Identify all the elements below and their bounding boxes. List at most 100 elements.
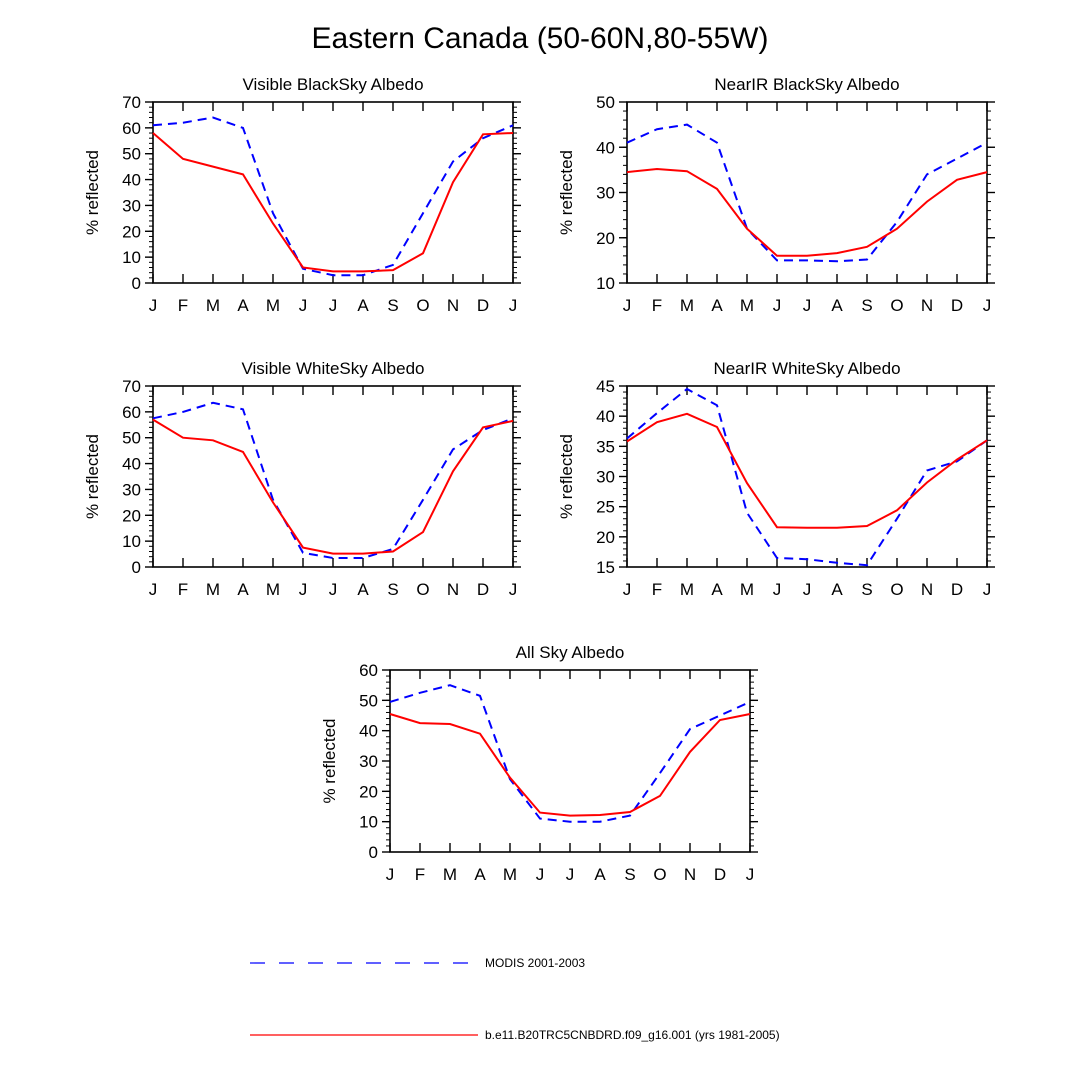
y-tick-label: 20 [122,222,141,241]
y-axis-label: % reflected [83,150,102,235]
x-tick-label: A [711,296,723,315]
x-tick-label: M [680,580,694,599]
x-tick-label: F [178,580,188,599]
x-tick-label: S [387,580,398,599]
x-tick-label: J [329,296,338,315]
series-line-modis [152,116,514,277]
x-tick-label: S [861,296,872,315]
y-tick-label: 50 [596,93,615,112]
y-tick-label: 20 [359,782,378,801]
y-tick-label: 45 [596,377,615,396]
y-axis-label: % reflected [557,434,576,519]
legend: MODIS 2001-2003 b.e11.B20TRC5CNBDRD.f09_g… [250,956,780,1042]
x-tick-label: J [536,865,545,884]
x-tick-label: M [740,296,754,315]
x-tick-label: M [266,580,280,599]
y-tick-label: 0 [369,843,378,862]
series-line-model [626,412,988,529]
y-tick-label: 10 [122,248,141,267]
x-tick-label: D [951,296,963,315]
y-tick-label: 40 [596,138,615,157]
y-tick-label: 50 [359,691,378,710]
x-tick-label: D [714,865,726,884]
y-tick-label: 30 [122,196,141,215]
x-tick-label: O [890,296,903,315]
y-tick-label: 30 [359,752,378,771]
x-tick-label: S [387,296,398,315]
x-tick-label: J [983,296,992,315]
panel-title: All Sky Albedo [516,643,625,662]
x-tick-label: M [740,580,754,599]
y-tick-label: 40 [359,722,378,741]
y-tick-label: 40 [596,407,615,426]
x-tick-label: A [237,580,249,599]
legend-label-modis: MODIS 2001-2003 [485,956,585,970]
x-tick-label: J [623,580,632,599]
x-tick-label: J [299,580,308,599]
x-tick-label: J [983,580,992,599]
x-tick-label: S [624,865,635,884]
series-line-modis [389,684,751,823]
figure-title: Eastern Canada (50-60N,80-55W) [311,22,769,55]
panel-title: NearIR BlackSky Albedo [714,75,899,94]
x-tick-label: J [803,580,812,599]
y-tick-label: 35 [596,437,615,456]
y-tick-label: 0 [132,558,141,577]
plot-frame [152,385,514,568]
x-tick-label: J [386,865,395,884]
x-tick-label: N [921,580,933,599]
y-tick-label: 25 [596,498,615,517]
y-tick-label: 40 [122,171,141,190]
y-axis-label: % reflected [83,434,102,519]
x-tick-label: N [921,296,933,315]
y-tick-label: 40 [122,455,141,474]
x-tick-label: M [206,580,220,599]
x-tick-label: A [831,580,843,599]
x-tick-label: N [684,865,696,884]
x-tick-label: A [831,296,843,315]
x-tick-label: S [861,580,872,599]
x-tick-label: J [149,296,158,315]
x-tick-label: O [416,580,429,599]
y-tick-label: 60 [122,403,141,422]
x-tick-label: N [447,580,459,599]
x-tick-label: J [509,580,518,599]
plot-frame [626,385,988,568]
y-axis-label: % reflected [557,150,576,235]
x-tick-label: J [149,580,158,599]
y-tick-label: 10 [596,274,615,293]
x-tick-label: D [477,580,489,599]
x-tick-label: O [416,296,429,315]
x-tick-label: O [890,580,903,599]
x-tick-label: D [951,580,963,599]
x-tick-label: A [594,865,606,884]
x-tick-label: F [178,296,188,315]
panel-title: Visible BlackSky Albedo [242,75,423,94]
x-tick-label: J [299,296,308,315]
x-tick-label: M [680,296,694,315]
x-tick-label: A [357,580,369,599]
x-tick-label: M [206,296,220,315]
x-tick-label: J [623,296,632,315]
y-tick-label: 15 [596,558,615,577]
x-tick-label: J [329,580,338,599]
series-line-model [152,418,514,555]
series-line-model [626,167,988,257]
y-tick-label: 20 [596,229,615,248]
y-tick-label: 50 [122,145,141,164]
y-tick-label: 70 [122,93,141,112]
x-tick-label: J [803,296,812,315]
y-tick-label: 20 [122,506,141,525]
series-line-modis [152,401,514,559]
x-tick-label: J [566,865,575,884]
x-tick-label: J [773,296,782,315]
x-tick-label: J [746,865,755,884]
y-tick-label: 10 [359,813,378,832]
panel-title: NearIR WhiteSky Albedo [713,359,900,378]
x-tick-label: M [503,865,517,884]
x-tick-label: A [237,296,249,315]
x-tick-label: O [653,865,666,884]
